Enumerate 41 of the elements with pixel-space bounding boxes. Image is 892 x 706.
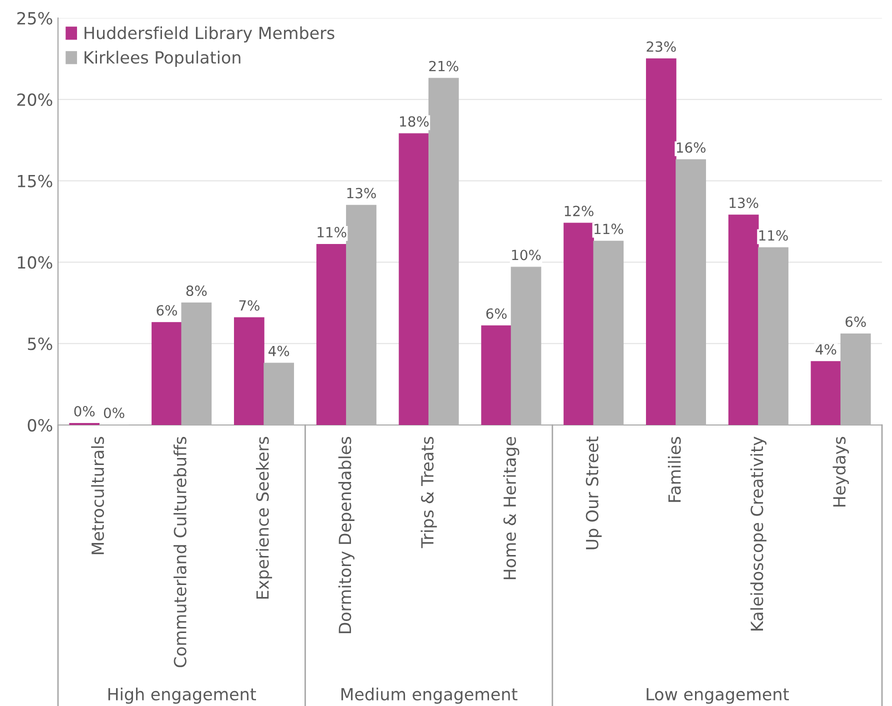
data-label: 0% (74, 406, 95, 417)
data-label: 13% (730, 198, 758, 208)
x-tick-label: Kaleidoscope Creativity (750, 436, 766, 630)
data-label: 6% (486, 308, 507, 319)
data-label: 0% (104, 408, 124, 418)
legend-label: Kirklees Population (84, 50, 240, 67)
y-tick-label: 10% (18, 256, 52, 269)
y-tick-label: 25% (17, 12, 52, 25)
y-tick-label: 5% (28, 338, 52, 350)
data-label: 7% (239, 300, 260, 311)
x-tick-label: Dormitory Dependables (338, 436, 354, 634)
data-label: 18% (400, 116, 429, 127)
x-tick-label: Trips & Treats (420, 436, 437, 548)
data-label: 11% (594, 224, 624, 234)
y-tick-label: 20% (17, 93, 52, 106)
x-tick-label: Heydays (832, 436, 849, 506)
data-label: 23% (646, 41, 676, 52)
data-label: 13% (347, 188, 376, 198)
x-tick-label: Commuterland Culturebuffs (174, 436, 186, 668)
x-tick-label: Home & Heritage (503, 437, 520, 580)
data-label: 8% (186, 286, 207, 296)
data-label: 16% (676, 142, 706, 153)
data-label: 4% (816, 344, 836, 355)
x-tick-label: Metroculturals (91, 436, 104, 554)
legend-label: Huddersfield Library Members (84, 26, 334, 42)
data-label: 12% (564, 206, 594, 216)
data-label: 6% (156, 305, 178, 316)
x-tick-label: Experience Seekers (256, 436, 272, 599)
text: High engagement (108, 688, 256, 704)
x-tick-label: Families (668, 436, 681, 502)
data-label: 4% (268, 346, 290, 356)
y-tick-label: 0% (28, 418, 52, 432)
data-label: 11% (759, 230, 788, 241)
data-label: 21% (429, 60, 458, 72)
y-tick-label: 15% (18, 174, 52, 188)
data-label: 10% (512, 250, 541, 260)
x-tick-label: Up Our Street (586, 436, 602, 550)
data-label: 6% (846, 316, 866, 327)
data-label: 11% (318, 226, 346, 238)
text: Low engagement (646, 688, 789, 704)
text: Medium engagement (341, 688, 518, 704)
